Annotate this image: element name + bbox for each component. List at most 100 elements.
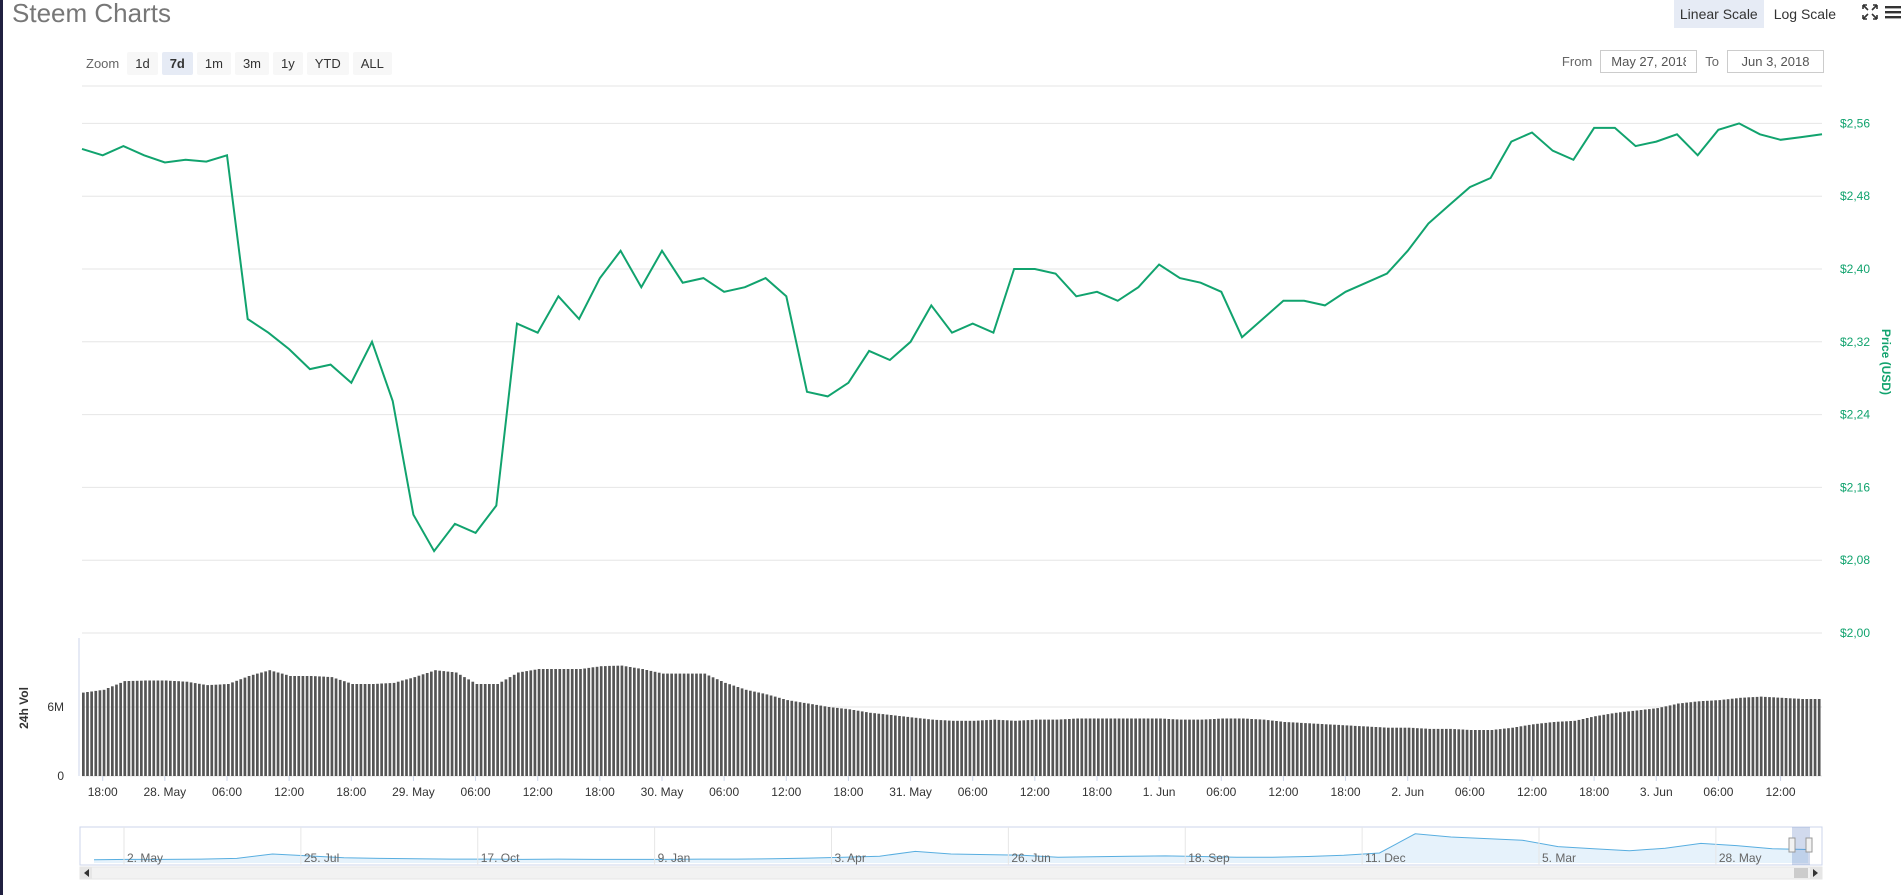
volume-bar	[653, 671, 657, 776]
linear-scale-button[interactable]: Linear Scale	[1673, 0, 1764, 28]
navigator-handle-left[interactable]	[1788, 837, 1796, 853]
volume-bar	[289, 676, 292, 776]
volume-bar	[761, 693, 765, 776]
volume-bar	[1291, 722, 1295, 776]
zoom-all-button[interactable]: ALL	[352, 52, 392, 75]
volume-bar	[1416, 728, 1419, 776]
to-date-input[interactable]	[1727, 50, 1824, 73]
volume-bar	[1813, 699, 1817, 776]
volume-bar	[1805, 699, 1809, 776]
volume-bar	[931, 719, 934, 776]
volume-bar	[264, 671, 267, 776]
scrollbar-thumb[interactable]	[1794, 868, 1808, 878]
time-tick-label: 06:00	[1455, 785, 1485, 799]
volume-bar	[1457, 729, 1461, 776]
volume-bar	[894, 715, 897, 776]
volume-bar	[189, 682, 193, 776]
volume-bar	[1424, 728, 1427, 776]
log-scale-button[interactable]: Log Scale	[1773, 6, 1836, 22]
volume-bar	[177, 681, 180, 776]
volume-bar	[620, 665, 624, 776]
volume-bar	[367, 684, 371, 776]
volume-bar	[1117, 718, 1121, 776]
volume-bar	[1333, 724, 1336, 776]
price-tick-label: $2,00	[1840, 626, 1870, 640]
volume-bar	[388, 683, 392, 776]
volume-bar	[769, 695, 773, 776]
price-line	[81, 122, 1823, 553]
volume-bar	[1055, 719, 1059, 776]
volume-bar	[1109, 718, 1113, 776]
time-axis: 18:00 28. May 06:00 12:00 18:00 29. May 06:00 1…	[88, 776, 1796, 799]
volume-bar	[865, 712, 868, 776]
volume-bar	[322, 676, 325, 776]
volume-bar	[765, 694, 769, 776]
scrollbar-track[interactable]	[79, 866, 1823, 880]
volume-bar	[1358, 726, 1361, 776]
volume-bar	[102, 689, 106, 777]
navigator-tick-label: 17. Oct	[481, 851, 520, 865]
time-tick-label: 18:00	[336, 785, 366, 799]
volume-bar	[1656, 708, 1659, 776]
volume-bar	[1043, 719, 1046, 776]
hamburger-menu-icon[interactable]	[1884, 4, 1902, 25]
price-tick-label: $2,48	[1840, 189, 1870, 203]
volume-bar	[1780, 697, 1784, 776]
zoom-ytd-button[interactable]: YTD	[306, 52, 349, 75]
volume-bar	[827, 707, 831, 776]
volume-bar	[1602, 714, 1606, 776]
volume-bar	[1706, 700, 1709, 776]
price-tick-label: $2,08	[1840, 553, 1870, 567]
volume-bar	[989, 719, 992, 776]
volume-bar	[927, 719, 930, 776]
volume-bar	[297, 676, 301, 776]
volume-bar	[1730, 698, 1734, 776]
from-date-input[interactable]	[1600, 50, 1698, 73]
scroll-right-arrow-icon	[1813, 869, 1818, 877]
volume-bar	[1138, 718, 1142, 776]
zoom-1y-button[interactable]: 1y	[273, 52, 303, 75]
volume-bar	[430, 671, 433, 776]
volume-bar	[1498, 729, 1502, 776]
volume-bar	[1511, 727, 1514, 776]
volume-bar	[848, 709, 852, 776]
volume-bar	[222, 684, 226, 776]
volume-bar	[160, 680, 164, 776]
zoom-7d-button[interactable]: 7d	[161, 52, 193, 75]
volume-bar	[1523, 725, 1527, 776]
volume-bar	[1378, 727, 1382, 776]
volume-bar	[1561, 721, 1564, 776]
volume-bar	[86, 692, 89, 776]
navigator-handle-right[interactable]	[1805, 837, 1813, 853]
volume-bar	[686, 673, 690, 776]
volume-bar	[90, 691, 93, 776]
volume-bar	[475, 684, 479, 776]
volume-bar	[616, 665, 620, 776]
volume-bar	[1428, 728, 1432, 776]
volume-bar	[889, 715, 893, 776]
volume-bar	[247, 676, 251, 776]
volume-bar	[1793, 698, 1796, 776]
time-tick-label: 06:00	[1703, 785, 1733, 799]
volume-bar	[1233, 718, 1237, 776]
volume-bar	[1196, 719, 1200, 776]
zoom-1m-button[interactable]: 1m	[196, 52, 231, 75]
volume-bar	[1150, 718, 1154, 776]
volume-bar	[1134, 718, 1137, 776]
volume-bar	[504, 679, 508, 776]
volume-bar	[1590, 717, 1593, 776]
navigator-tick-label: 5. Mar	[1542, 851, 1576, 865]
fullscreen-icon[interactable]	[1862, 4, 1878, 25]
volume-bar	[575, 669, 578, 776]
volume-bar	[463, 677, 466, 776]
zoom-3m-button[interactable]: 3m	[234, 52, 269, 75]
zoom-1d-button[interactable]: 1d	[127, 52, 158, 75]
navigator-tick-label: 9. Jan	[658, 851, 691, 865]
volume-bar	[1266, 720, 1270, 776]
navigator[interactable]: 2. May 25. Jul 17. Oct 9. Jan 3. Apr 26. Jun 1…	[79, 826, 1823, 880]
volume-bar	[1225, 718, 1229, 776]
volume-bar	[1337, 724, 1340, 776]
volume-bar	[1179, 719, 1183, 776]
volume-bar	[413, 677, 417, 776]
navigator-selection[interactable]	[1792, 827, 1810, 865]
